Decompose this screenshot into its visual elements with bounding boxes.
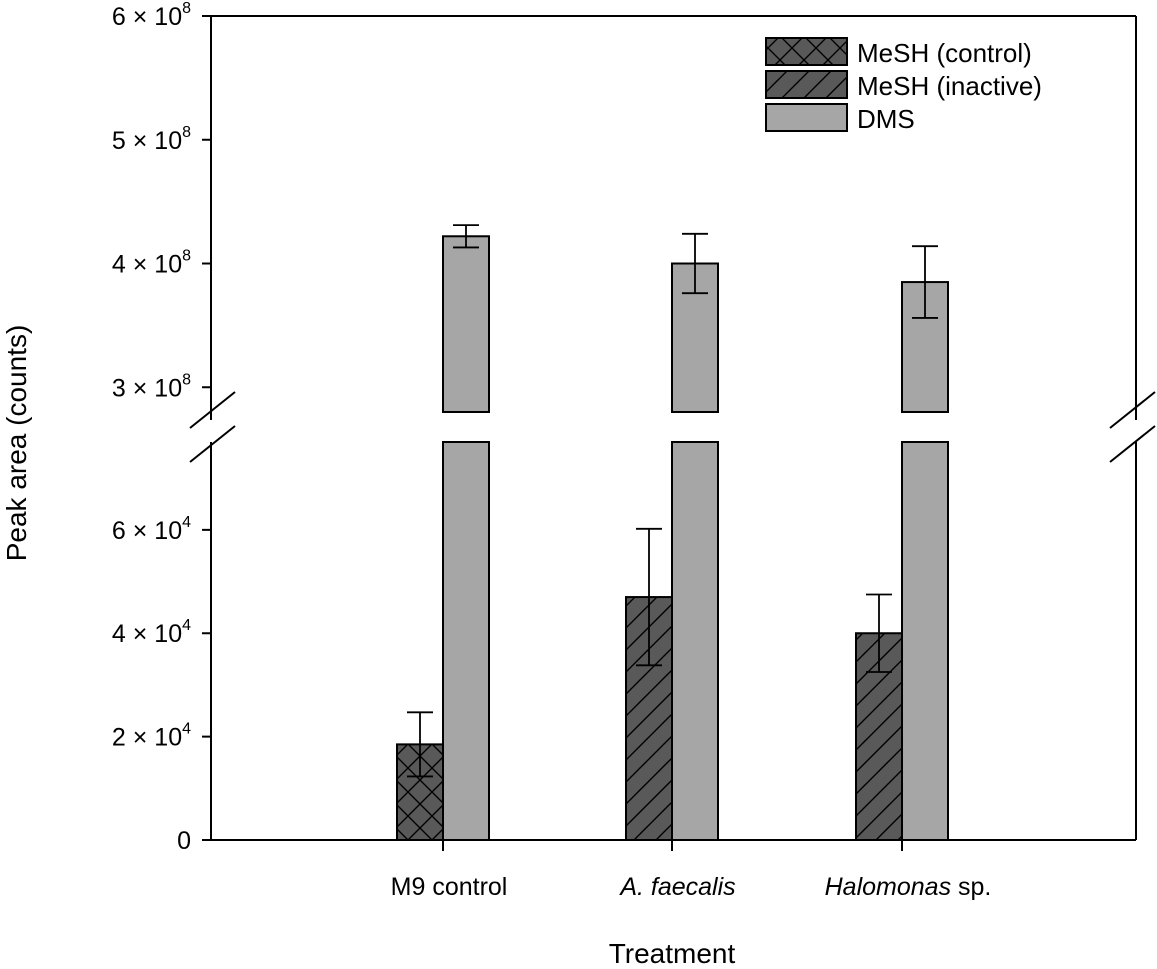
legend-label-1: MeSH (inactive) xyxy=(857,71,1042,101)
axis-break-right xyxy=(1109,391,1156,463)
bar-dms-1-lower xyxy=(671,441,719,841)
x-axis-title: Treatment xyxy=(609,938,736,969)
legend-label-2: DMS xyxy=(857,104,915,134)
y-tick-upper-3-label: 6 × 108 xyxy=(112,0,191,31)
error-bars xyxy=(407,224,938,778)
bars xyxy=(396,235,949,842)
axis-break-left xyxy=(189,391,236,463)
x-axis-ticks: M9 control A. faecalis Halomonas sp. xyxy=(391,840,992,901)
x-tick-label-1: A. faecalis xyxy=(618,873,735,901)
x-tick-label-0: M9 control xyxy=(391,873,508,901)
legend-swatch-2 xyxy=(765,103,848,132)
legend-swatch-1 xyxy=(765,70,848,99)
legend-swatch-0 xyxy=(765,37,848,66)
y-tick-upper-0-label: 3 × 108 xyxy=(112,371,191,402)
y-tick-upper-2-label: 5 × 108 xyxy=(112,124,191,155)
bar-dms-0-lower xyxy=(442,441,490,841)
y-tick-lower-0-label: 0 xyxy=(177,827,191,855)
y-tick-upper-1-label: 4 × 108 xyxy=(112,248,191,279)
y-tick-lower-1-label: 2 × 104 xyxy=(112,721,191,752)
x-tick-label-2: Halomonas sp. xyxy=(825,873,992,901)
bar-dms-2-lower xyxy=(901,441,949,841)
y-tick-lower-3-label: 6 × 104 xyxy=(112,514,191,545)
y-axis-ticks: 0 2 × 104 4 × 104 6 × 104 3 × 108 4 × 108 5 × … xyxy=(112,0,211,855)
y-tick-lower-2-label: 4 × 104 xyxy=(112,617,191,648)
legend: MeSH (control)MeSH (inactive)DMS xyxy=(765,37,1042,134)
legend-label-0: MeSH (control) xyxy=(857,38,1032,68)
bar-dms-0-upper xyxy=(442,235,490,413)
y-axis-title: Peak area (counts) xyxy=(1,325,32,562)
